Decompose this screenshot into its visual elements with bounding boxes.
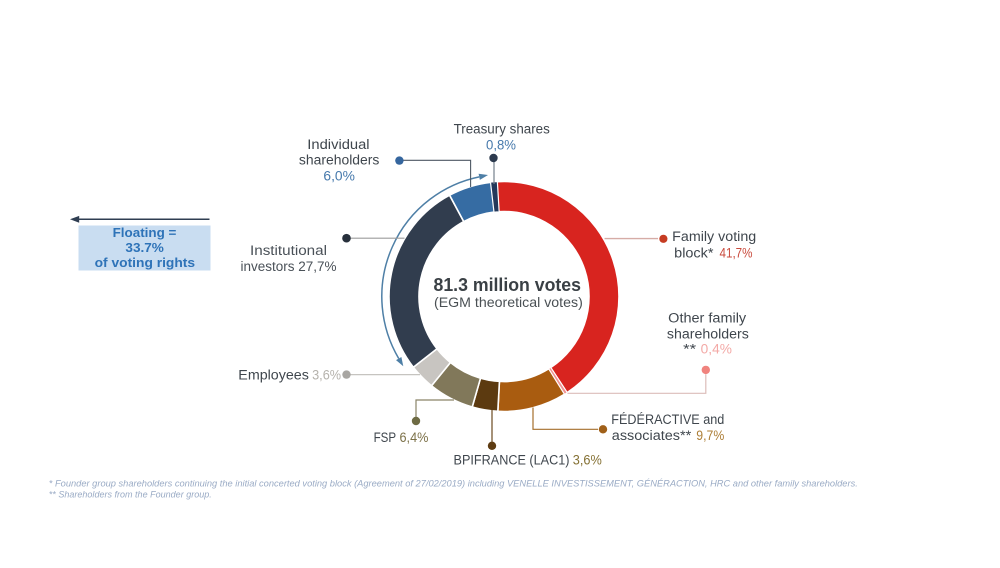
- svg-text:* Founder group shareholders c: * Founder group shareholders continuing …: [49, 478, 858, 488]
- svg-text:shareholders: shareholders: [299, 152, 380, 167]
- svg-text:FSP: FSP: [374, 430, 397, 445]
- svg-text:41,7%: 41,7%: [720, 245, 753, 260]
- svg-text:investors 27,7%: investors 27,7%: [241, 259, 337, 274]
- svg-text:block*: block*: [674, 245, 714, 260]
- svg-text:Treasury shares: Treasury shares: [454, 122, 550, 137]
- svg-text:Individual: Individual: [307, 137, 369, 152]
- svg-text:Other family: Other family: [668, 311, 746, 326]
- svg-text:(EGM theoretical votes): (EGM theoretical votes): [434, 294, 583, 310]
- svg-text:** Shareholders from the Found: ** Shareholders from the Founder group.: [49, 489, 212, 499]
- svg-text:FÉDÉRACTIVE and: FÉDÉRACTIVE and: [611, 412, 724, 427]
- svg-text:3,6%: 3,6%: [573, 452, 602, 467]
- svg-text:Institutional: Institutional: [250, 243, 327, 258]
- svg-text:associates**: associates**: [612, 428, 692, 443]
- svg-text:BPIFRANCE (LAC1): BPIFRANCE (LAC1): [454, 452, 570, 467]
- svg-text:Employees: Employees: [238, 367, 309, 382]
- svg-text:0,8%: 0,8%: [486, 137, 516, 152]
- svg-text:6,4%: 6,4%: [400, 430, 429, 445]
- svg-text:0,4%: 0,4%: [701, 342, 732, 357]
- svg-text:33.7%: 33.7%: [125, 240, 164, 255]
- svg-text:81.3 million votes: 81.3 million votes: [434, 274, 582, 295]
- svg-text:3,6%: 3,6%: [312, 367, 341, 382]
- svg-text:**: **: [683, 342, 697, 357]
- svg-text:6,0%: 6,0%: [323, 168, 355, 183]
- svg-text:Floating =: Floating =: [113, 225, 177, 240]
- svg-text:shareholders: shareholders: [667, 327, 749, 342]
- svg-text:9,7%: 9,7%: [696, 428, 724, 443]
- svg-text:of voting rights: of voting rights: [95, 255, 195, 270]
- svg-text:Family voting: Family voting: [672, 229, 756, 244]
